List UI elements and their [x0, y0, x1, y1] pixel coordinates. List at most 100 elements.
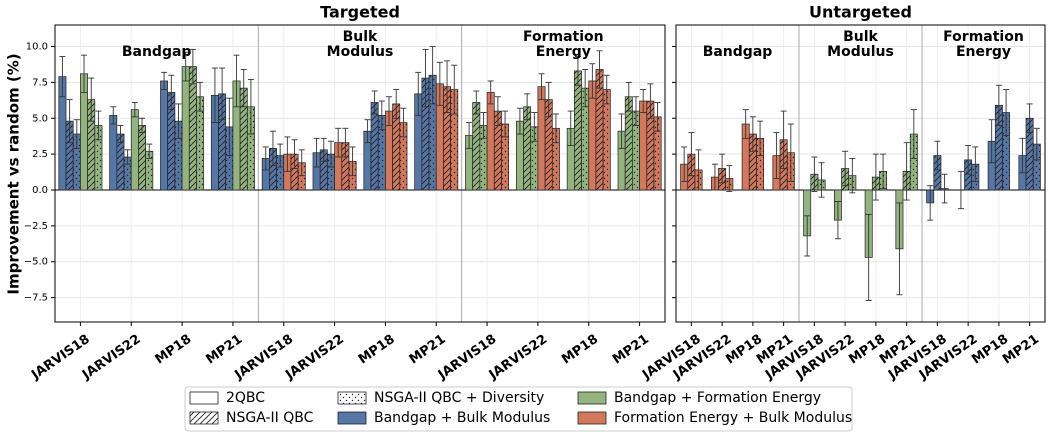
- legend-label: 2QBC: [226, 390, 265, 406]
- error-bar: [422, 48, 429, 108]
- error-bar: [139, 117, 146, 134]
- error-bar: [95, 110, 102, 141]
- error-bar: [582, 69, 589, 108]
- error-bar: [524, 93, 531, 121]
- error-bar: [872, 153, 879, 201]
- error-bar: [335, 127, 342, 158]
- bar: [370, 102, 379, 191]
- error-bar: [742, 109, 749, 139]
- error-bar: [811, 156, 818, 192]
- x-tick-label: MP21: [610, 332, 652, 368]
- error-bar: [632, 96, 639, 126]
- error-bar: [780, 110, 787, 169]
- error-bar: [903, 142, 910, 201]
- legend-label: Bandgap + Bulk Modulus: [374, 410, 550, 426]
- legend-swatch: [577, 391, 607, 405]
- error-bar: [603, 74, 610, 105]
- error-bar: [168, 74, 175, 111]
- bar: [160, 80, 169, 191]
- panel-title: Untargeted: [809, 3, 912, 22]
- bar: [130, 109, 139, 191]
- error-bar: [284, 136, 291, 172]
- error-bar: [342, 127, 349, 158]
- y-tick-label: 0.0: [32, 185, 48, 196]
- bar: [109, 115, 118, 191]
- error-bar: [1026, 103, 1033, 134]
- group-label: Bulk Modulus: [827, 29, 894, 60]
- error-bar: [695, 149, 702, 191]
- error-bar: [298, 149, 305, 177]
- plot-frame: [54, 24, 666, 323]
- error-bar: [73, 119, 80, 149]
- error-bar: [487, 80, 494, 105]
- error-bar: [226, 97, 233, 157]
- error-bar: [393, 89, 400, 119]
- error-bar: [1019, 137, 1026, 174]
- error-bar: [654, 102, 661, 132]
- error-bar: [681, 146, 688, 182]
- error-bar: [927, 185, 934, 221]
- error-bar: [240, 69, 247, 108]
- bar: [188, 66, 197, 191]
- error-bar: [451, 64, 458, 115]
- y-tick-label: 2.5: [32, 149, 48, 160]
- error-bar: [110, 106, 117, 125]
- error-bar: [711, 163, 718, 191]
- error-bar: [262, 146, 269, 171]
- bar: [602, 89, 611, 191]
- error-bar: [589, 63, 596, 99]
- error-bar: [124, 149, 131, 165]
- group-label: Bulk Modulus: [326, 29, 394, 60]
- legend-label: NSGA-II QBC + Diversity: [374, 390, 544, 406]
- y-tick-label: 10.0: [26, 42, 48, 53]
- y-tick-label: −5.0: [24, 257, 48, 268]
- error-bar: [175, 103, 182, 139]
- group-label: Bandgap: [702, 44, 773, 60]
- group-label: Formation Energy: [523, 29, 604, 60]
- legend-label: NSGA-II QBC: [226, 410, 314, 426]
- legend-swatch: [337, 391, 367, 405]
- error-bar: [81, 54, 88, 93]
- error-bar: [473, 90, 480, 115]
- y-axis-label: Improvement vs random (%): [5, 53, 23, 294]
- error-bar: [749, 116, 756, 152]
- error-bar: [117, 124, 124, 144]
- error-bar: [804, 215, 811, 257]
- error-bar: [211, 67, 218, 124]
- bar: [486, 92, 495, 191]
- error-bar: [896, 202, 903, 296]
- error-bar: [934, 140, 941, 171]
- error-bar: [131, 102, 138, 118]
- bar: [639, 100, 648, 191]
- error-bar: [378, 100, 385, 131]
- x-tick-label: MP21: [203, 332, 245, 368]
- error-bar: [757, 120, 764, 157]
- error-bar: [957, 170, 964, 210]
- error-bar: [161, 71, 168, 91]
- legend-label: Bandgap + Formation Energy: [614, 390, 821, 406]
- error-bar: [726, 165, 733, 192]
- legend-swatch: [189, 391, 219, 405]
- error-bar: [66, 99, 73, 144]
- error-bar: [972, 146, 979, 182]
- x-tick-label: MP21: [1000, 332, 1042, 368]
- y-tick-label: −2.5: [24, 221, 48, 232]
- error-bar: [842, 150, 849, 187]
- error-bar: [371, 90, 378, 115]
- error-bar: [189, 48, 196, 85]
- error-bar: [444, 60, 451, 113]
- error-bar: [787, 123, 794, 182]
- legend-swatch: [577, 411, 607, 425]
- error-bar: [849, 157, 856, 194]
- error-bar: [327, 140, 334, 168]
- error-bar: [386, 96, 393, 126]
- error-bar: [516, 107, 523, 135]
- error-bar: [688, 132, 695, 177]
- y-tick-label: −7.5: [24, 293, 48, 304]
- error-bar: [219, 67, 226, 121]
- error-bar: [269, 130, 276, 167]
- error-bar: [494, 96, 501, 126]
- error-bar: [436, 61, 443, 106]
- error-bar: [313, 137, 320, 168]
